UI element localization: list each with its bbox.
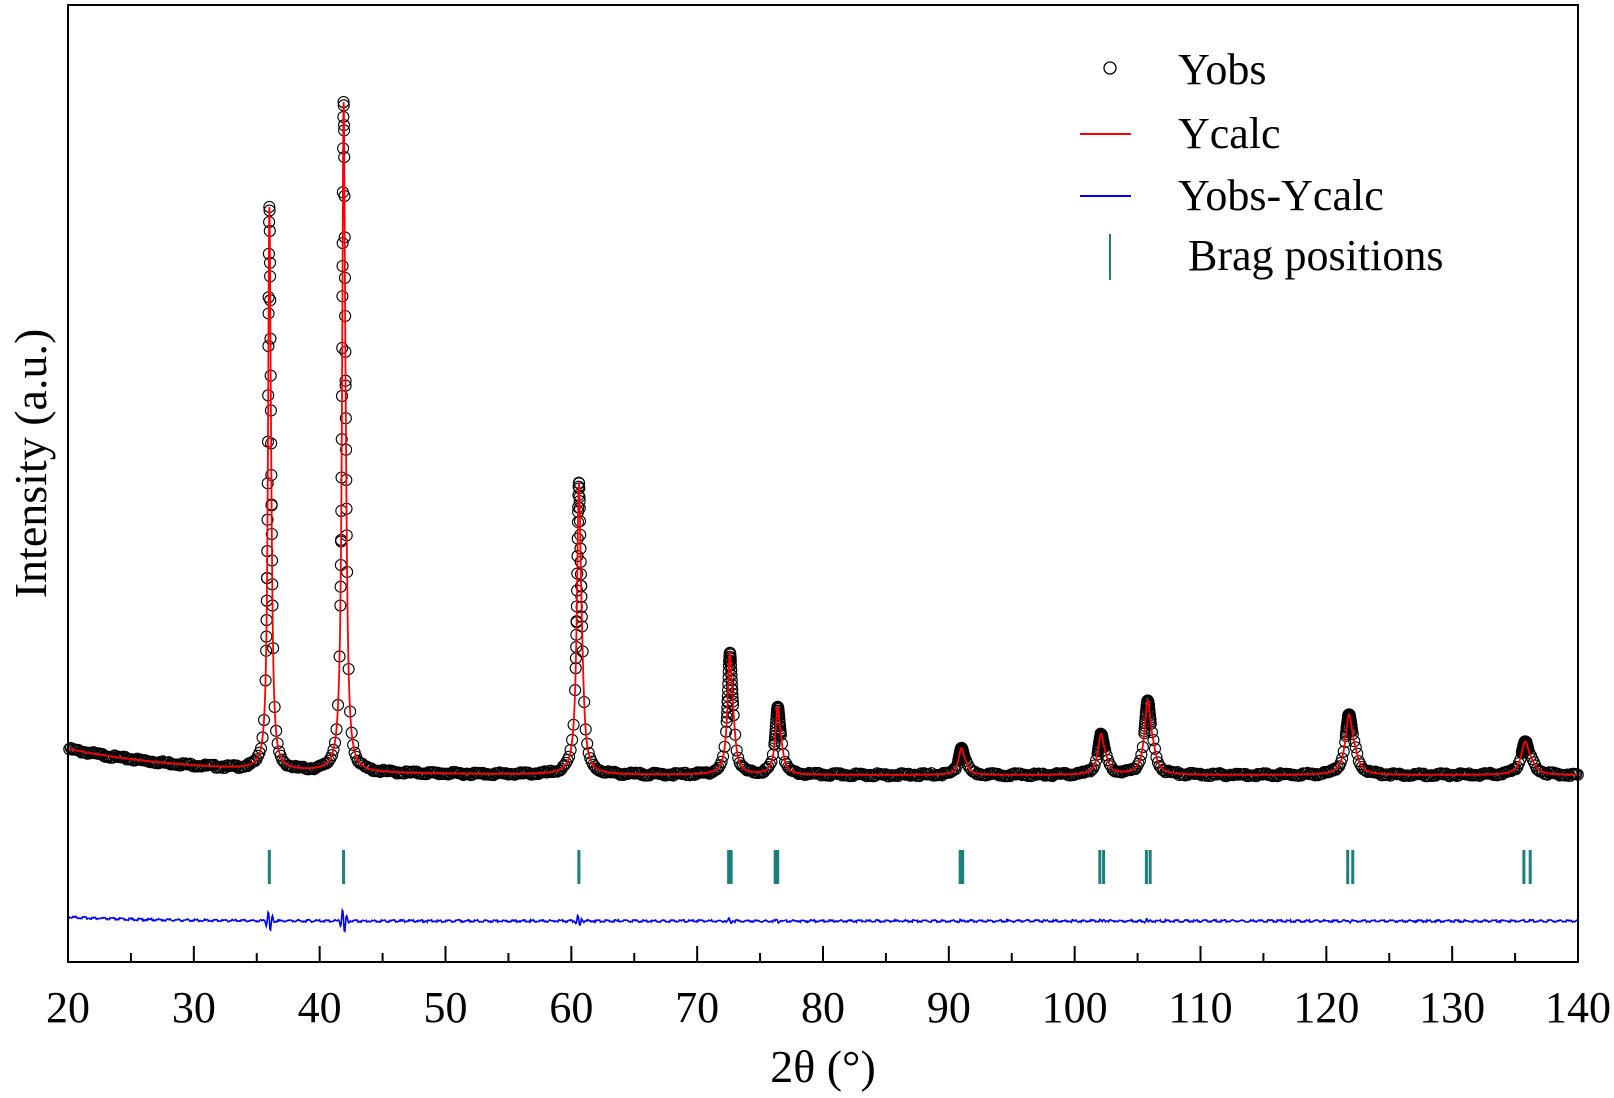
x-tick-label: 50 (424, 983, 468, 1032)
yobs-point (712, 761, 725, 774)
yobs-point (1336, 752, 1349, 765)
yobs-point (563, 750, 576, 763)
yobs-point (760, 762, 773, 775)
yobs-point (781, 761, 795, 774)
yobs-point (717, 750, 730, 763)
x-tick-label: 120 (1293, 983, 1359, 1032)
x-tick-label: 40 (298, 983, 342, 1032)
legend-label: Ycalc (1178, 109, 1281, 158)
x-tick-label: 140 (1545, 983, 1611, 1032)
x-tick-label: 130 (1419, 983, 1485, 1032)
legend-label: Brag positions (1188, 231, 1443, 280)
legend-label: Yobs-Ycalc (1178, 171, 1384, 220)
yobs-point (1330, 763, 1343, 776)
ycalc-line (67, 102, 1579, 776)
yobs-point (765, 755, 778, 768)
y-axis-label: Intensity (a.u.) (5, 329, 56, 599)
legend: Yobs Ycalc Yobs-Ycalc Brag positions (1080, 45, 1443, 280)
yobs-point (943, 766, 956, 779)
x-tick-label: 70 (675, 983, 719, 1032)
yobs-point (963, 761, 976, 774)
yobs-point (1088, 759, 1101, 772)
yobs-point (582, 746, 595, 759)
x-tick-label: 100 (1042, 983, 1108, 1032)
legend-yobs-marker (1103, 61, 1117, 75)
x-tick-label: 60 (549, 983, 593, 1032)
x-tick-label: 80 (801, 983, 845, 1032)
plot-area (63, 96, 1584, 933)
yobs-point (555, 762, 568, 776)
yobs-point (327, 743, 340, 756)
yobs-point (556, 760, 570, 773)
legend-label: Yobs (1178, 45, 1267, 94)
x-tick-label: 20 (46, 983, 90, 1032)
yobs-point (564, 743, 577, 757)
plot-frame (67, 4, 1579, 963)
yobs-point (1133, 754, 1146, 767)
bragg-ticks (267, 850, 1532, 884)
yobs-point (1079, 765, 1092, 778)
diff-line (67, 907, 1579, 933)
x-tick-label: 30 (172, 983, 216, 1032)
yobs-point (559, 756, 573, 769)
x-axis-label: 2θ (°) (770, 1041, 876, 1092)
yobs-point (1349, 741, 1362, 754)
yobs-point (1150, 751, 1163, 764)
yobs-point (1509, 763, 1522, 776)
yobs-point (710, 763, 724, 776)
x-tick-label: 90 (927, 983, 971, 1032)
yobs-point (1135, 748, 1148, 761)
yobs-point (715, 755, 728, 768)
x-axis: 20 30 40 50 60 70 80 90 100 110 120 130 140 (46, 946, 1611, 1032)
x-tick-label: 110 (1168, 983, 1232, 1032)
yobs-point (1130, 760, 1143, 773)
yobs-point (1132, 757, 1145, 770)
yobs-point (1083, 765, 1097, 778)
yobs-point (325, 749, 339, 762)
